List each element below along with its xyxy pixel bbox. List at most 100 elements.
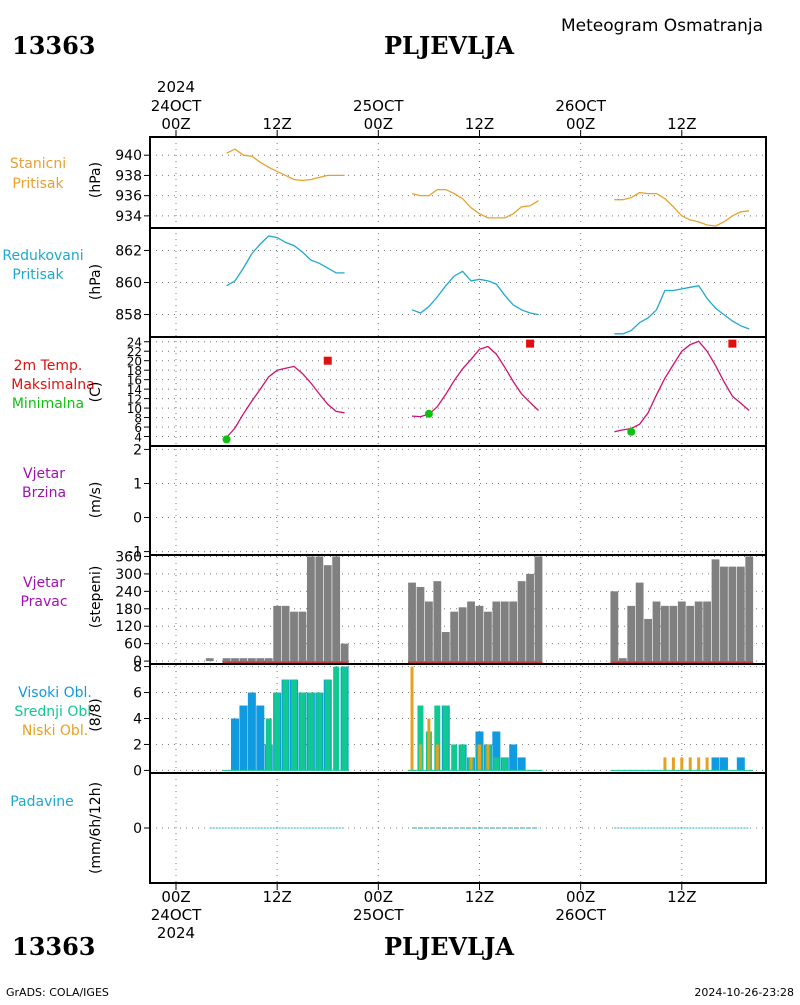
- wdir-bar: [281, 605, 290, 662]
- low-cloud-bar: [410, 666, 414, 771]
- wdir-bar: [475, 605, 484, 662]
- label-wspd-2: Brzina: [22, 485, 66, 501]
- pressure-series-line: [226, 148, 345, 182]
- time-label-top: 12Z: [262, 115, 291, 133]
- high-cloud-bar: [256, 705, 265, 771]
- wspd-series-line: [412, 449, 539, 517]
- wdir-ytick-label: 60: [124, 637, 142, 653]
- label-temp-1: 2m Temp.: [14, 358, 83, 374]
- wdir-bar: [526, 573, 534, 662]
- redpressure-series-line: [411, 270, 539, 316]
- wdir-bar: [315, 556, 324, 662]
- wspd-ytick-label: 2: [133, 442, 142, 458]
- frame-layer: [149, 136, 767, 884]
- redpressure-series-line: [226, 235, 345, 287]
- temp-ytick-label: 14: [127, 383, 142, 397]
- wdir-bar: [534, 556, 543, 662]
- temp-ytick-label: 18: [127, 364, 142, 378]
- label-temp-2: Maksimalna: [11, 377, 95, 393]
- mid-cloud-bar: [307, 692, 314, 771]
- redpressure-ytick-label: 860: [115, 276, 142, 292]
- year-top: 2024: [157, 78, 195, 96]
- wdir-bar: [247, 658, 256, 662]
- label-wdir-1: Vjetar: [23, 575, 65, 591]
- mid-cloud-bar: [274, 692, 281, 771]
- wdir-ytick-label: 180: [115, 602, 142, 618]
- date-label-bottom: 24OCT: [151, 906, 202, 924]
- tmin-marker: [627, 427, 636, 436]
- unit-wspd: (m/s): [88, 482, 104, 519]
- wdir-bar: [256, 658, 265, 662]
- temp-ytick-label: 8: [134, 412, 142, 426]
- wdir-bar: [264, 658, 273, 662]
- time-label-top: 12Z: [465, 115, 494, 133]
- station-id-bottom: 13363: [12, 932, 96, 961]
- tmax-marker: [728, 339, 737, 348]
- wdir-ytick-label: 0: [133, 654, 142, 670]
- wdir-bar: [517, 581, 526, 662]
- wdir-bar: [298, 611, 307, 662]
- temp-ytick-label: 4: [134, 431, 142, 445]
- wdir-bar: [306, 556, 315, 662]
- high-cloud-bar: [719, 757, 728, 771]
- wdir-bar: [618, 658, 627, 662]
- wdir-bar: [239, 658, 248, 662]
- timestamp: 2024-10-26-23:28: [694, 986, 794, 999]
- tmin-marker: [222, 435, 231, 444]
- wdir-bar: [669, 605, 678, 662]
- low-cloud-bar: [477, 744, 481, 771]
- tmin-marker: [424, 409, 433, 418]
- wdir-bar: [728, 566, 737, 662]
- mid-cloud-bar: [282, 679, 289, 771]
- credit: GrADS: COLA/IGES: [6, 986, 109, 999]
- mid-cloud-bar: [265, 718, 272, 771]
- wdir-bar: [450, 611, 459, 662]
- pressure-series-line: [411, 188, 539, 219]
- temp-ytick-label: 12: [127, 393, 142, 407]
- date-label-top: 24OCT: [151, 97, 202, 115]
- wdir-bar: [627, 605, 636, 662]
- time-label-bottom: 12Z: [465, 888, 494, 906]
- label-pressure-2: Pritisak: [12, 176, 64, 192]
- wdir-bar: [433, 581, 442, 662]
- redpressure-ytick-label: 858: [115, 308, 142, 324]
- pressure-series-line: [614, 191, 750, 227]
- redpressure-ytick-label: 862: [115, 243, 142, 259]
- mid-cloud-bar: [493, 757, 500, 771]
- label-pressure-1: Stanicni: [10, 156, 66, 172]
- low-cloud-bar: [705, 757, 709, 771]
- date-label-top: 26OCT: [555, 97, 606, 115]
- clouds-ytick-label: 4: [133, 712, 142, 728]
- tmax-marker: [323, 356, 332, 365]
- low-cloud-bar: [663, 757, 667, 771]
- wdir-bar: [416, 586, 425, 662]
- label-redpressure-2: Pritisak: [12, 267, 64, 283]
- wdir-ytick-label: 300: [115, 567, 142, 583]
- wdir-ytick-label: 360: [115, 549, 142, 565]
- data-layer: [205, 148, 754, 829]
- wspd-ytick-label: 1: [133, 476, 142, 492]
- wdir-bar: [231, 658, 239, 662]
- wdir-bar: [484, 611, 492, 662]
- station-name-bottom: PLJEVLJA: [384, 932, 514, 961]
- high-cloud-bar: [509, 744, 518, 771]
- unit-clouds: (8/8): [88, 698, 104, 731]
- pressure-ytick-label: 938: [115, 168, 142, 184]
- unit-redpressure: (hPa): [88, 264, 104, 300]
- high-cloud-bar: [517, 757, 526, 771]
- wdir-bar: [492, 601, 501, 662]
- pressure-ytick-label: 934: [115, 209, 142, 225]
- pressure-ytick-label: 940: [115, 148, 142, 164]
- temp-series-line: [226, 365, 345, 438]
- wdir-bar: [644, 618, 652, 662]
- wspd-ytick-label: -1: [128, 545, 142, 561]
- date-label-top: 25OCT: [353, 97, 404, 115]
- wdir-bar: [332, 556, 341, 662]
- wdir-bar: [408, 582, 416, 662]
- mid-cloud-bar: [299, 692, 306, 771]
- high-cloud-bar: [231, 718, 240, 771]
- low-cloud-bar: [688, 757, 692, 771]
- date-label-bottom: 26OCT: [555, 906, 606, 924]
- wdir-bar: [441, 632, 450, 662]
- mid-cloud-bar: [316, 692, 323, 771]
